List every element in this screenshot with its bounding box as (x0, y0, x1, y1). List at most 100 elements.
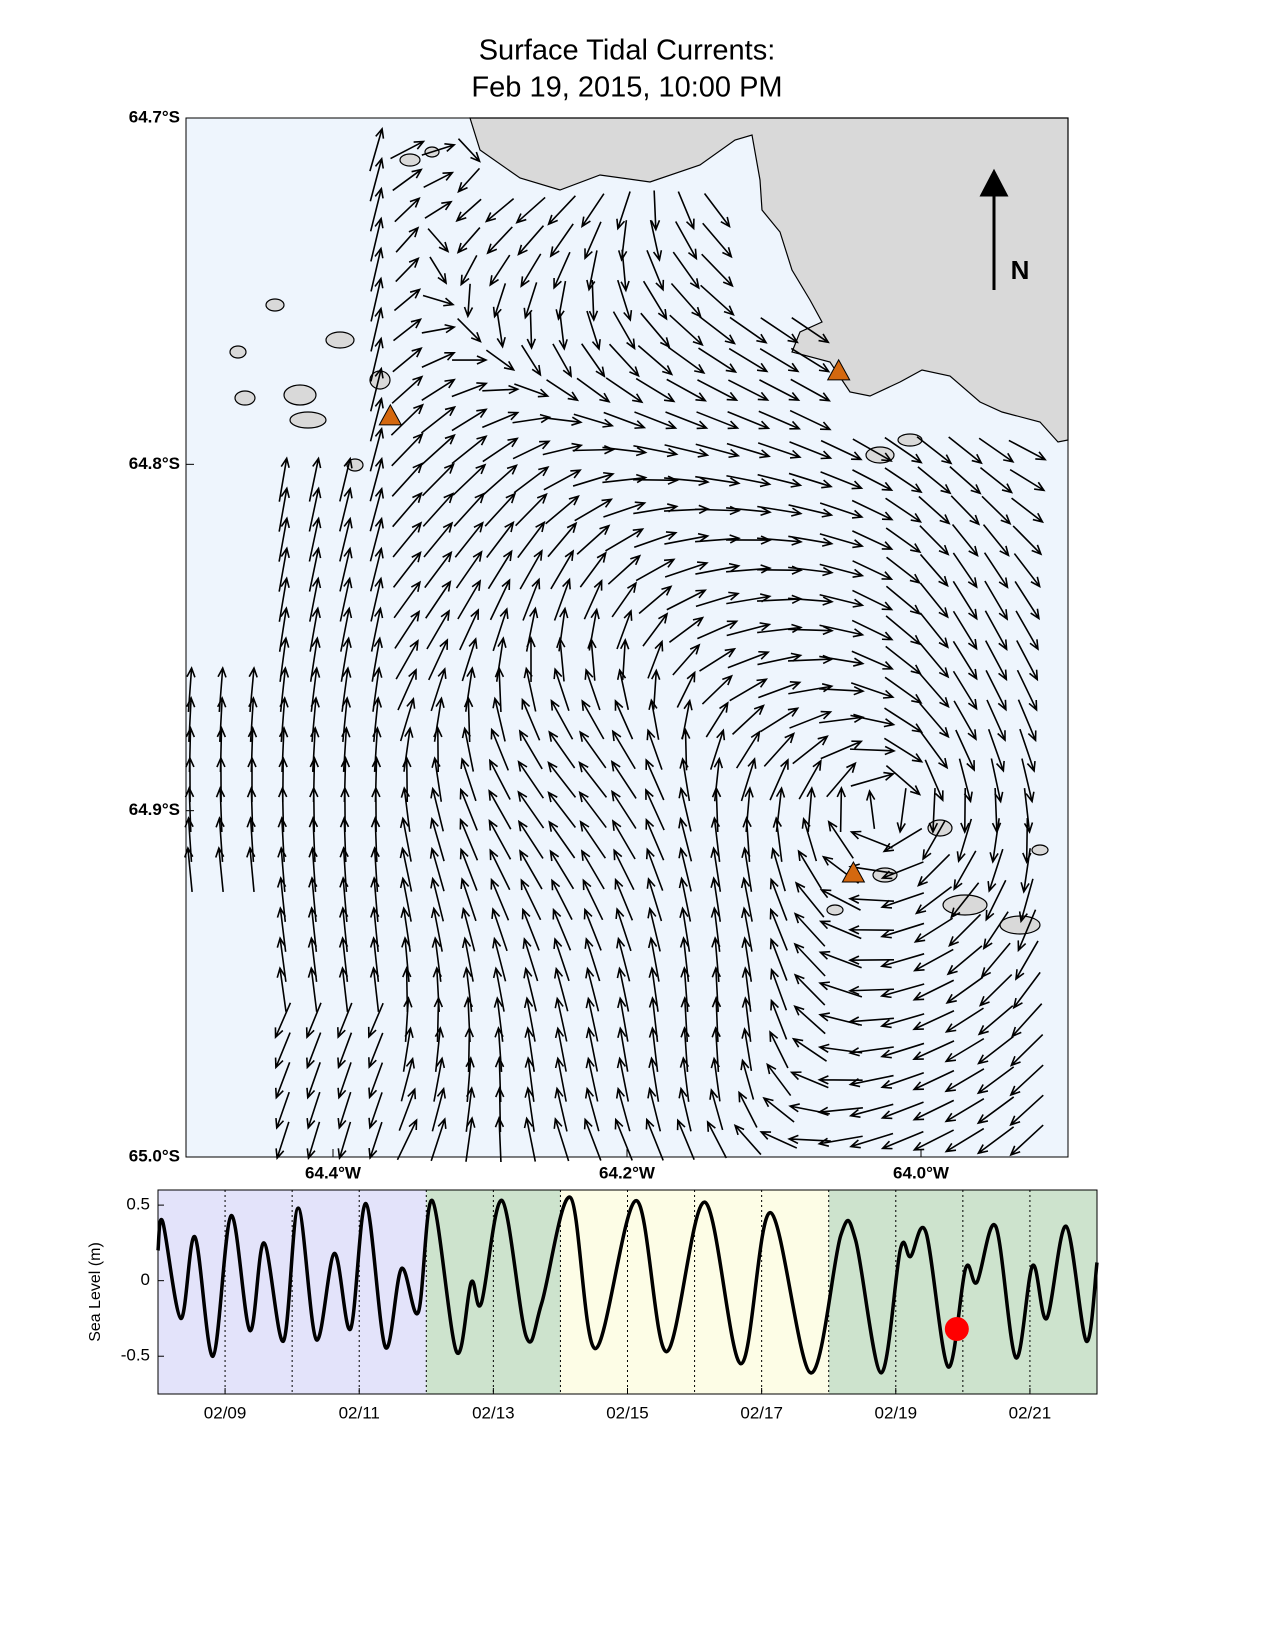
current-arrow (852, 560, 894, 581)
current-arrow (585, 1056, 599, 1102)
current-arrow (339, 576, 353, 622)
current-arrow (491, 907, 508, 952)
current-arrow (547, 761, 577, 798)
current-arrow (664, 476, 710, 486)
current-arrow (791, 1037, 827, 1062)
current-arrow (547, 790, 577, 828)
current-arrow (461, 726, 475, 772)
current-arrow (848, 925, 895, 935)
current-arrow (984, 610, 1008, 651)
current-arrow (953, 850, 977, 891)
current-arrow (556, 636, 566, 682)
current-arrow (987, 848, 1004, 893)
current-arrow (757, 652, 803, 666)
current-arrow (766, 1062, 792, 1097)
current-arrow (276, 936, 287, 982)
current-arrow (699, 315, 736, 345)
current-arrow (392, 168, 423, 192)
current-arrow (522, 577, 541, 621)
current-arrow (248, 696, 258, 743)
current-arrow (489, 848, 511, 891)
current-arrow (789, 441, 833, 460)
current-arrow (309, 786, 319, 833)
current-arrow (757, 505, 803, 517)
current-arrow (550, 698, 574, 740)
current-arrow (421, 462, 455, 497)
current-arrow (917, 853, 951, 887)
current-arrow (726, 622, 772, 637)
current-arrow (398, 1087, 417, 1131)
current-arrow (523, 666, 537, 712)
current-arrow (393, 318, 423, 342)
current-arrow (370, 336, 384, 382)
current-arrow (370, 816, 381, 863)
current-arrow (880, 1071, 925, 1089)
current-arrow (514, 383, 550, 398)
current-time-marker (944, 1317, 969, 1342)
current-arrow (543, 416, 583, 426)
current-arrow (646, 877, 663, 922)
current-arrow (517, 760, 545, 799)
current-arrow (340, 636, 352, 682)
current-arrow (726, 442, 771, 459)
current-arrow (924, 759, 944, 802)
current-arrow (517, 225, 545, 256)
current-arrow (369, 186, 384, 232)
current-arrow (770, 967, 788, 1011)
current-arrow (550, 549, 575, 590)
current-arrow (423, 171, 455, 189)
current-arrow (616, 609, 633, 650)
current-arrow (638, 585, 673, 615)
current-arrow (852, 438, 893, 462)
current-arrow (944, 1097, 985, 1123)
current-arrow (912, 1010, 955, 1031)
current-arrow (485, 349, 516, 372)
current-arrow (977, 1005, 1014, 1036)
current-arrow (611, 819, 636, 860)
current-arrow (646, 249, 665, 292)
current-arrow (950, 882, 980, 919)
current-arrow (421, 351, 456, 368)
current-arrow (697, 620, 739, 640)
current-arrow (546, 379, 580, 402)
current-arrow (587, 637, 597, 681)
current-arrow (368, 1062, 384, 1100)
current-arrow (309, 576, 322, 622)
current-arrow (421, 433, 456, 466)
current-arrow (484, 198, 515, 223)
current-arrow (912, 1069, 955, 1091)
x-tick-label: 64.4°W (305, 1163, 362, 1182)
current-arrow (572, 471, 615, 487)
current-arrow (617, 996, 629, 1042)
current-arrow (882, 827, 923, 853)
current-arrow (492, 607, 509, 652)
current-arrow (455, 198, 482, 223)
current-arrow (713, 756, 724, 802)
current-arrow (605, 377, 644, 404)
y-tick-label: 64.8°S (129, 454, 180, 473)
current-arrow (306, 1062, 321, 1100)
station (378, 403, 403, 426)
current-arrow (584, 937, 601, 982)
current-arrow (339, 456, 353, 502)
current-arrow (944, 1068, 985, 1093)
current-arrow (339, 816, 350, 863)
current-arrow (726, 474, 772, 488)
y-tick-label: 0 (141, 1270, 150, 1289)
current-arrow (950, 495, 981, 526)
current-arrow (789, 1071, 829, 1089)
current-arrow (757, 442, 802, 459)
current-arrow (524, 1086, 535, 1132)
current-arrow (819, 655, 865, 667)
current-arrow (616, 191, 631, 231)
current-arrow (740, 1058, 755, 1100)
current-arrow (711, 936, 721, 982)
current-arrow (184, 786, 195, 833)
current-arrow (369, 426, 384, 472)
current-arrow (582, 878, 604, 921)
current-arrow (1009, 1064, 1044, 1097)
x-tick-label: 02/15 (606, 1403, 649, 1422)
current-arrow (672, 643, 701, 676)
current-arrow (740, 876, 753, 922)
current-arrow (678, 786, 692, 832)
